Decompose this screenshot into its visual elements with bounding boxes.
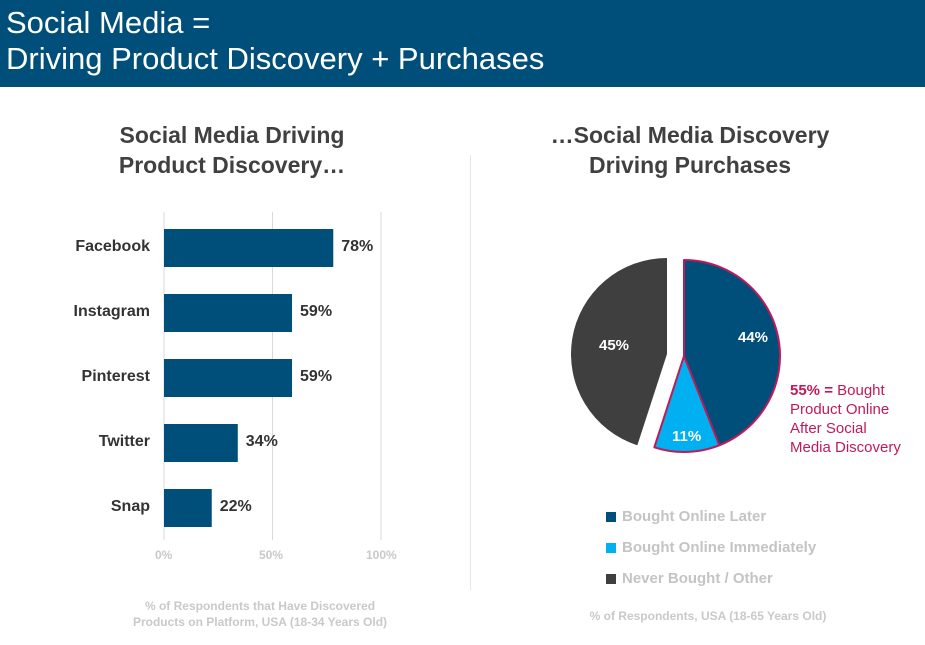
header-banner: Social Media = Driving Product Discovery…: [0, 0, 925, 87]
bar-chart-note-line2: Products on Platform, USA (18-34 Years O…: [132, 615, 388, 629]
pie-slice-bought-immediately: [654, 356, 720, 453]
x-tick-50: 50%: [259, 548, 284, 562]
pie-chart-title-line2: Driving Purchases: [589, 152, 791, 178]
bar-chart-title-line2: Product Discovery…: [118, 152, 346, 178]
legend-swatch-dark-blue: [606, 511, 616, 522]
bar-chart-title: Social Media Driving Product Discovery…: [82, 120, 382, 180]
bar-twitter: [164, 424, 238, 462]
bar-value-label-snap: 22%: [219, 498, 252, 515]
page-title-line1: Social Media =: [6, 5, 211, 40]
bar-value-label-twitter: 34%: [245, 433, 278, 450]
bar-value-label-pinterest: 59%: [300, 368, 333, 385]
bar-chart-title-line1: Social Media Driving: [119, 122, 345, 148]
bar-value-label-instagram: 59%: [300, 303, 333, 320]
legend-label-bought-later: Bought Online Later: [622, 508, 767, 525]
callout-line2: Product Online: [790, 401, 890, 418]
callout-line1: Bought: [837, 382, 885, 399]
bar-value-label-facebook: 78%: [341, 238, 374, 255]
x-tick-0: 0%: [155, 548, 173, 562]
bar-facebook: [164, 229, 334, 267]
legend-label-never-bought: Never Bought / Other: [622, 570, 773, 587]
pie-chart-title-line1: …Social Media Discovery: [550, 122, 830, 148]
callout-line4: Media Discovery: [790, 439, 901, 456]
bar-snap: [164, 489, 212, 527]
category-label-pinterest: Pinterest: [81, 368, 150, 385]
bar-chart-note-line1: % of Respondents that Have Discovered: [144, 599, 376, 613]
category-label-twitter: Twitter: [98, 433, 150, 450]
pie-highlight-outline: [653, 259, 781, 453]
page-title-line2: Driving Product Discovery + Purchases: [6, 41, 545, 76]
x-tick-100: 100%: [366, 548, 397, 562]
pie-label-bought-later: 44%: [738, 329, 769, 346]
category-label-snap: Snap: [110, 498, 150, 515]
bar-pinterest: [164, 359, 293, 397]
bar-chart-note: % of Respondents that Have Discovered Pr…: [80, 598, 440, 630]
legend-item-never-bought: Never Bought / Other: [606, 570, 773, 587]
legend-swatch-light-blue: [606, 542, 616, 553]
bar-instagram: [164, 294, 293, 332]
callout-line3: After Social: [790, 420, 867, 437]
legend-swatch-dark-gray: [606, 573, 616, 584]
purchase-callout: 55% = Bought Product Online After Social…: [790, 381, 901, 457]
pie-slice-separator: [683, 355, 721, 446]
callout-value: 55% =: [790, 382, 833, 399]
section-divider: [470, 155, 471, 590]
legend-item-bought-later: Bought Online Later: [606, 508, 766, 525]
pie-label-never-bought: 45%: [599, 337, 630, 354]
legend-item-bought-immediately: Bought Online Immediately: [606, 539, 816, 556]
pie-slice-bought-later: [684, 259, 781, 446]
pie-chart-title: …Social Media Discovery Driving Purchase…: [520, 120, 860, 180]
pie-slice-never-bought: [571, 258, 667, 446]
pie-chart-note: % of Respondents, USA (18-65 Years Old): [589, 609, 827, 623]
category-label-instagram: Instagram: [73, 303, 150, 320]
legend-label-bought-immediately: Bought Online Immediately: [622, 539, 817, 556]
category-label-facebook: Facebook: [75, 238, 150, 255]
pie-label-bought-immediately: 11%: [672, 428, 702, 445]
